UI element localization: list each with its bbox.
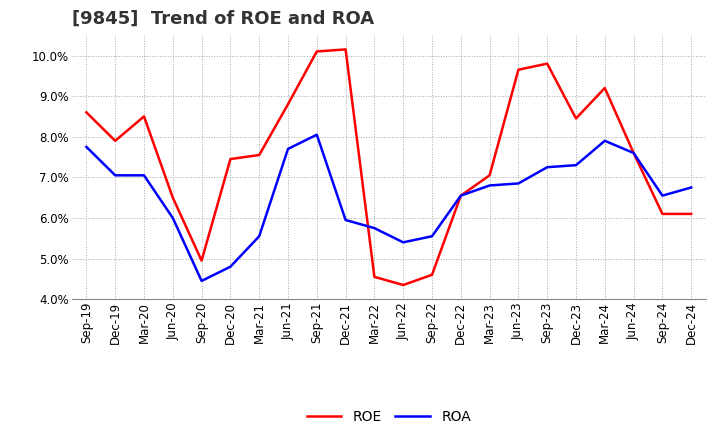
- ROE: [226, 157, 235, 162]
- ROA: [255, 234, 264, 239]
- Line: ROE: ROE: [86, 49, 691, 285]
- ROA: [284, 146, 292, 151]
- ROE: [600, 85, 609, 91]
- ROA: [226, 264, 235, 269]
- Line: ROA: ROA: [86, 135, 691, 281]
- ROA: [456, 193, 465, 198]
- ROE: [370, 274, 379, 279]
- ROA: [514, 181, 523, 186]
- ROE: [658, 211, 667, 216]
- ROE: [629, 150, 638, 156]
- ROE: [82, 110, 91, 115]
- ROE: [687, 211, 696, 216]
- ROA: [572, 162, 580, 168]
- ROE: [312, 49, 321, 54]
- Legend: ROE, ROA: ROE, ROA: [301, 404, 477, 429]
- ROA: [600, 138, 609, 143]
- ROE: [399, 282, 408, 288]
- ROA: [341, 217, 350, 223]
- ROA: [82, 144, 91, 150]
- ROA: [428, 234, 436, 239]
- ROA: [485, 183, 494, 188]
- ROE: [255, 152, 264, 158]
- ROE: [284, 102, 292, 107]
- ROE: [428, 272, 436, 278]
- ROA: [687, 185, 696, 190]
- ROA: [629, 150, 638, 156]
- ROE: [197, 258, 206, 263]
- ROE: [456, 193, 465, 198]
- ROA: [543, 165, 552, 170]
- ROE: [485, 172, 494, 178]
- ROE: [140, 114, 148, 119]
- ROE: [341, 47, 350, 52]
- ROE: [111, 138, 120, 143]
- ROE: [572, 116, 580, 121]
- ROE: [543, 61, 552, 66]
- ROE: [168, 195, 177, 200]
- ROA: [658, 193, 667, 198]
- ROA: [140, 172, 148, 178]
- ROE: [514, 67, 523, 72]
- ROA: [197, 278, 206, 283]
- ROA: [370, 225, 379, 231]
- Text: [9845]  Trend of ROE and ROA: [9845] Trend of ROE and ROA: [72, 10, 374, 28]
- ROA: [168, 215, 177, 220]
- ROA: [312, 132, 321, 137]
- ROA: [111, 172, 120, 178]
- ROA: [399, 240, 408, 245]
